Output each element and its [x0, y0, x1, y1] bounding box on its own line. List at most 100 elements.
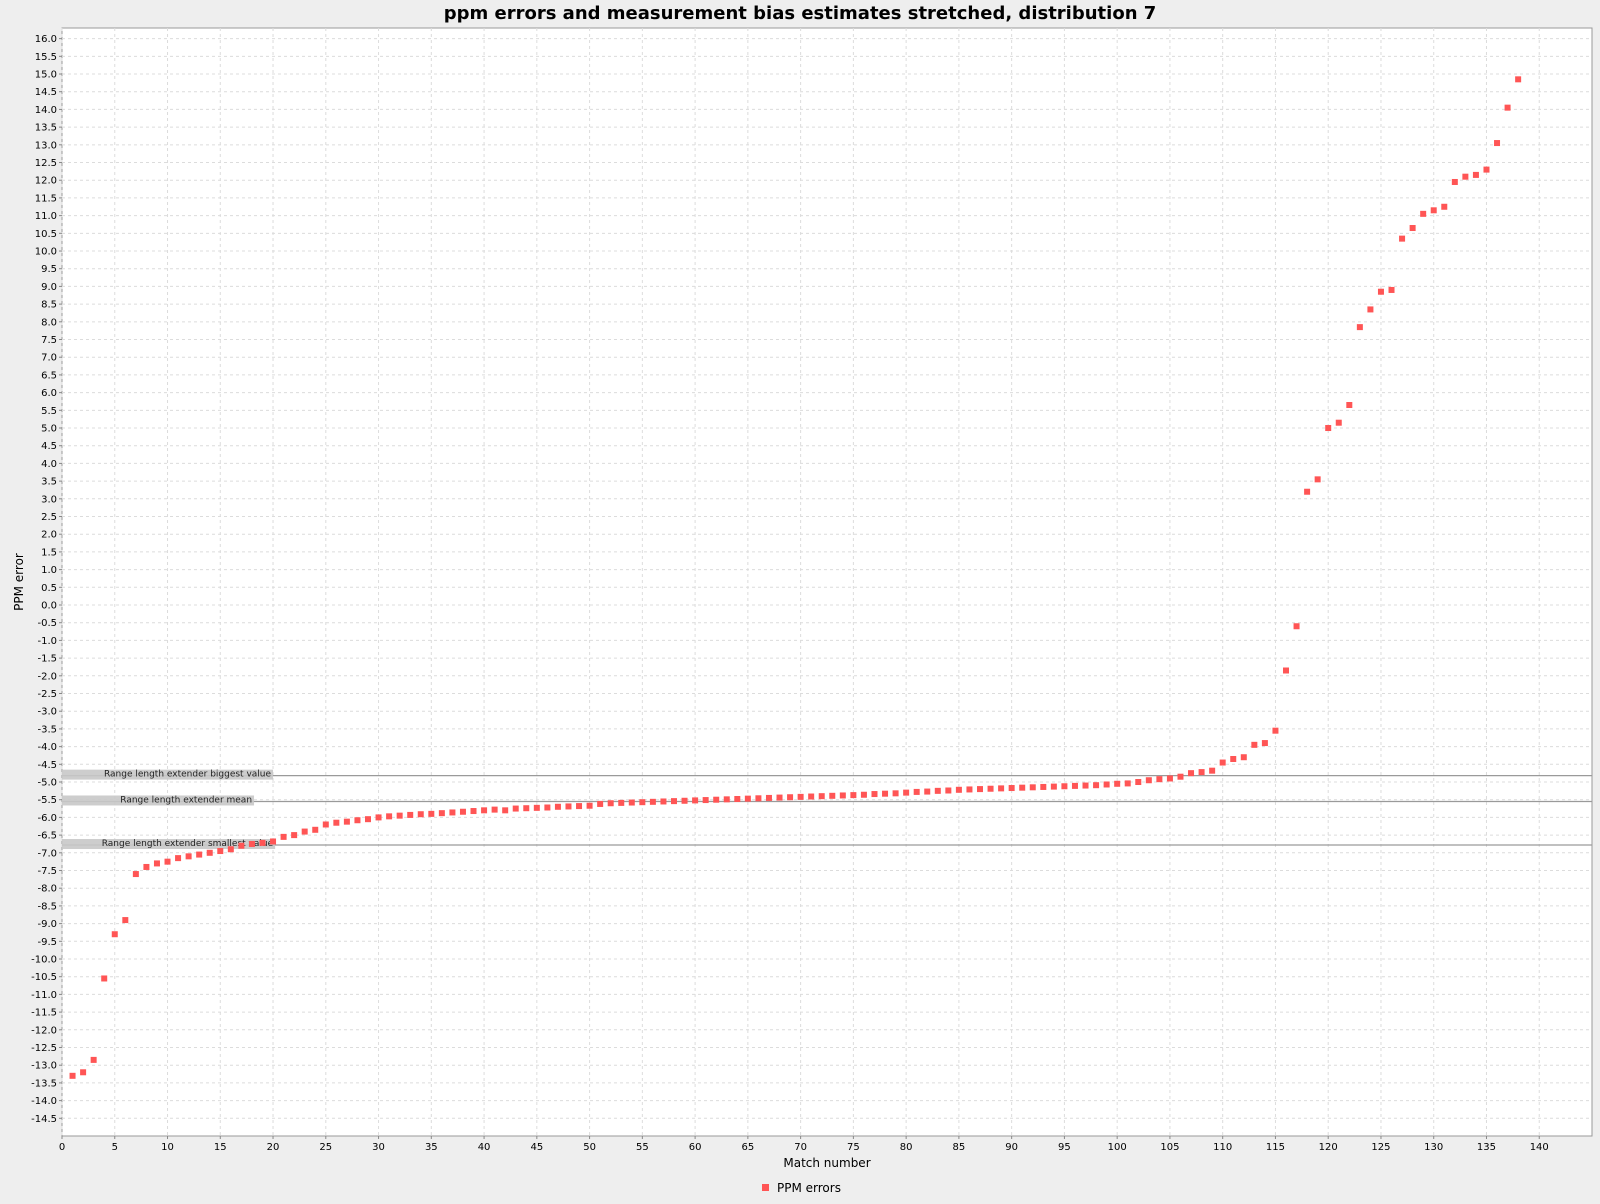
data-point: [787, 794, 794, 801]
data-point: [1367, 306, 1374, 313]
y-tick-label: -8.5: [37, 901, 57, 912]
data-point: [291, 832, 298, 839]
y-tick-label: 14.5: [35, 87, 57, 98]
data-point: [375, 814, 382, 821]
data-point: [1441, 203, 1448, 210]
data-point: [1314, 476, 1321, 483]
data-point: [438, 810, 445, 817]
y-tick-label: 15.5: [35, 52, 57, 63]
y-tick-label: 1.5: [41, 547, 57, 558]
x-tick-label: 5: [112, 1142, 118, 1153]
data-point: [396, 812, 403, 819]
data-point: [1061, 783, 1068, 790]
y-tick-label: 11.5: [35, 193, 57, 204]
data-point: [69, 1072, 76, 1079]
y-tick-label: -13.5: [31, 1078, 57, 1089]
data-point: [565, 803, 572, 810]
y-tick-label: 10.0: [35, 247, 57, 258]
data-point: [744, 795, 751, 802]
x-tick-label: 65: [741, 1142, 754, 1153]
data-point: [175, 855, 182, 862]
range-marker-label: Range length extender biggest value: [104, 770, 272, 780]
data-point: [1409, 225, 1416, 232]
data-point: [407, 811, 414, 818]
data-point: [808, 793, 815, 800]
y-tick-label: 10.5: [35, 229, 57, 240]
y-tick-label: -11.5: [31, 1008, 57, 1019]
data-point: [987, 785, 994, 792]
data-point: [586, 802, 593, 809]
data-points: [69, 76, 1522, 1079]
data-point: [1293, 623, 1300, 630]
x-axis-label: Match number: [783, 1156, 870, 1170]
y-tick-label: 6.0: [41, 388, 57, 399]
data-point: [1156, 776, 1163, 783]
y-tick-label: 6.5: [41, 370, 57, 381]
data-point: [365, 816, 371, 823]
data-point: [1504, 104, 1511, 111]
data-point: [196, 851, 203, 858]
data-point: [1261, 740, 1268, 747]
legend-label: PPM errors: [777, 1181, 841, 1195]
data-point: [554, 803, 561, 810]
y-tick-label: 7.0: [41, 353, 57, 364]
data-point: [1103, 781, 1110, 788]
data-point: [829, 792, 836, 799]
y-tick-label: -7.0: [37, 848, 57, 859]
plot-background: [61, 27, 1593, 1137]
range-marker-band: [62, 795, 255, 806]
data-point: [1304, 488, 1311, 495]
data-point: [259, 839, 266, 846]
data-point: [702, 797, 709, 804]
y-tick-label: -2.5: [37, 689, 57, 700]
x-axis-ticks: 0 5 10 15 20 25 30 35 40 45 50 55 60 65 70 75 80 85 90 95 10…: [59, 1136, 1549, 1153]
x-tick-label: 0: [59, 1142, 65, 1153]
data-point: [343, 818, 350, 825]
y-tick-label: -5.0: [37, 778, 57, 789]
data-point: [723, 796, 730, 803]
y-tick-label: -1.0: [37, 636, 57, 647]
y-tick-label: 13.5: [35, 123, 57, 134]
y-tick-label: -4.0: [37, 742, 57, 753]
x-tick-label: 140: [1530, 1142, 1549, 1153]
data-point: [1145, 777, 1152, 784]
chart-title: ppm errors and measurement bias estimate…: [444, 3, 1157, 24]
data-point: [1283, 667, 1289, 674]
range-marker-band: [62, 769, 274, 780]
data-point: [618, 799, 625, 806]
data-point: [924, 788, 931, 795]
y-tick-label: -5.5: [37, 795, 57, 806]
data-point: [977, 786, 983, 793]
x-tick-label: 80: [900, 1142, 913, 1153]
y-tick-label: -3.0: [37, 707, 57, 718]
x-tick-label: 10: [161, 1142, 174, 1153]
data-point: [153, 860, 160, 867]
y-tick-label: -4.5: [37, 760, 57, 771]
legend-swatch: [762, 1184, 769, 1191]
y-tick-label: -12.0: [31, 1025, 57, 1036]
data-point: [1209, 767, 1216, 774]
data-point: [523, 805, 530, 812]
y-tick-label: -14.5: [31, 1114, 57, 1125]
data-point: [1356, 324, 1363, 331]
data-point: [1251, 741, 1258, 748]
data-point: [481, 807, 488, 814]
data-point: [227, 846, 234, 853]
x-tick-label: 40: [478, 1142, 491, 1153]
data-point: [607, 800, 614, 807]
x-tick-label: 55: [636, 1142, 649, 1153]
x-tick-label: 75: [847, 1142, 860, 1153]
data-point: [945, 787, 952, 794]
data-point: [1377, 288, 1384, 295]
y-tick-label: -11.0: [31, 990, 57, 1001]
data-point: [1399, 235, 1406, 242]
data-point: [111, 931, 118, 938]
data-point: [1135, 779, 1142, 786]
y-tick-label: 0.0: [41, 601, 57, 612]
y-tick-label: -10.0: [31, 955, 57, 966]
y-tick-label: -13.0: [31, 1061, 57, 1072]
data-point: [491, 806, 498, 813]
data-point: [1272, 727, 1279, 734]
data-point: [185, 853, 192, 860]
